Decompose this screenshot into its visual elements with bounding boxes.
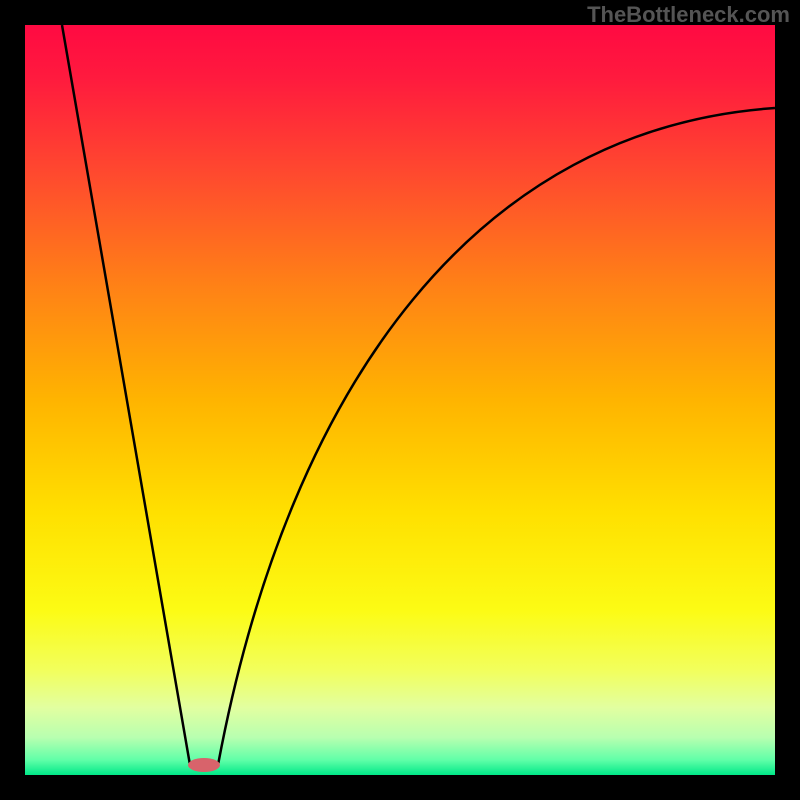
chart-container: TheBottleneck.com [0, 0, 800, 800]
watermark-text: TheBottleneck.com [587, 2, 790, 28]
trough-marker [188, 758, 220, 772]
chart-svg [0, 0, 800, 800]
plot-background [25, 25, 775, 775]
